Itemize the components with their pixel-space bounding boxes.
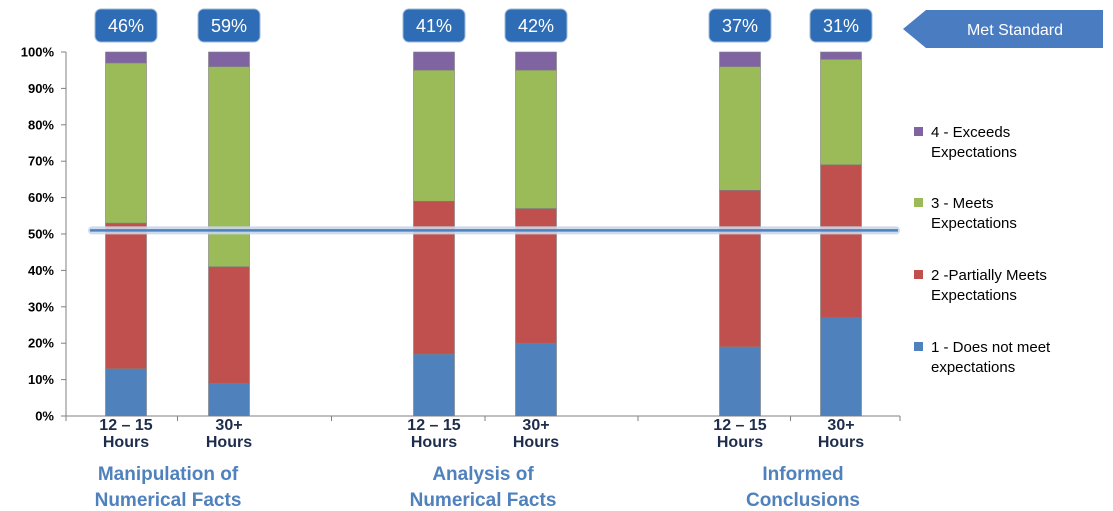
met-standard-value: 42% xyxy=(518,16,554,36)
group-label: Manipulation of xyxy=(98,464,239,485)
bar-segment-1 xyxy=(515,342,557,417)
legend-label: 1 - Does not meet xyxy=(931,339,1051,356)
x-tick-label: 12 – 15 xyxy=(713,417,766,434)
x-tick-label: 12 – 15 xyxy=(99,417,152,434)
x-tick-label: 12 – 15 xyxy=(407,417,460,434)
met-standard-badge xyxy=(809,8,873,43)
y-tick-label: 70% xyxy=(28,154,54,169)
bar-segment-1 xyxy=(105,368,147,417)
legend-label: expectations xyxy=(931,359,1015,376)
group-label: Numerical Facts xyxy=(410,490,557,511)
met-standard-badges: 46% 59% 41% 42% 37% 31% xyxy=(94,8,873,43)
bar-segment-4 xyxy=(413,51,455,71)
bar-segment-1 xyxy=(208,382,250,417)
x-tick-label: Hours xyxy=(206,434,252,451)
met-standard-value: 59% xyxy=(211,16,247,36)
met-standard-badge xyxy=(402,8,466,43)
legend-swatch xyxy=(914,342,923,351)
bar-segment-2 xyxy=(208,266,250,384)
met-standard-value: 31% xyxy=(823,16,859,36)
bar-segment-3 xyxy=(208,66,250,268)
bar-segment-4 xyxy=(105,51,147,64)
y-tick-label: 80% xyxy=(28,117,54,132)
y-tick-label: 10% xyxy=(28,372,54,387)
x-tick-label: Hours xyxy=(103,434,149,451)
bar-segment-2 xyxy=(413,200,455,355)
legend-label: 4 - Exceeds xyxy=(931,124,1010,141)
met-standard-arrow: Met Standard xyxy=(903,10,1103,48)
x-tick-label: Hours xyxy=(717,434,763,451)
legend-swatch xyxy=(914,270,923,279)
axes: 0% 10% 20% 30% 40% 50% 60% 70% 80% 90% 100% xyxy=(21,45,901,424)
legend: 4 - Exceeds Expectations 3 - Meets Expectat… xyxy=(914,124,1051,376)
legend-label: 2 -Partially Meets xyxy=(931,267,1047,284)
y-tick-label: 90% xyxy=(28,81,54,96)
bar-segment-1 xyxy=(719,346,761,417)
met-standard-badge xyxy=(94,8,158,43)
bar-segment-4 xyxy=(820,51,862,60)
legend-label: 3 - Meets xyxy=(931,195,994,212)
x-tick-label: 30+ xyxy=(215,417,242,434)
y-tick-label: 0% xyxy=(35,409,54,424)
bar-segment-4 xyxy=(515,51,557,71)
y-tick-label: 100% xyxy=(21,45,55,60)
bar-segment-3 xyxy=(413,69,455,202)
legend-swatch xyxy=(914,127,923,136)
legend-label: Expectations xyxy=(931,215,1017,232)
legend-label: Expectations xyxy=(931,144,1017,161)
group-labels: Manipulation of Numerical Facts Analysis o… xyxy=(95,464,860,511)
met-standard-value: 46% xyxy=(108,16,144,36)
group-label: Conclusions xyxy=(746,490,860,511)
bar-segment-1 xyxy=(413,353,455,417)
bar-segment-1 xyxy=(820,317,862,417)
met-standard-badge xyxy=(708,8,772,43)
bar-segment-4 xyxy=(719,51,761,67)
bar-segment-2 xyxy=(105,222,147,369)
group-label: Numerical Facts xyxy=(95,490,242,511)
met-standard-badge xyxy=(504,8,568,43)
x-tick-label: Hours xyxy=(411,434,457,451)
x-tick-label: 30+ xyxy=(522,417,549,434)
group-label: Informed xyxy=(762,464,843,485)
bar-segment-2 xyxy=(820,164,862,319)
bar-segment-3 xyxy=(105,62,147,224)
group-label: Analysis of xyxy=(432,464,534,485)
y-tick-label: 50% xyxy=(28,227,54,242)
y-tick-label: 60% xyxy=(28,190,54,205)
bar-segment-3 xyxy=(719,66,761,191)
x-tick-label: Hours xyxy=(513,434,559,451)
bar-segment-2 xyxy=(719,190,761,348)
arrow-shape xyxy=(903,10,1103,48)
bar-segment-3 xyxy=(515,69,557,209)
x-tick-label: 30+ xyxy=(827,417,854,434)
legend-swatch xyxy=(914,198,923,207)
y-tick-label: 40% xyxy=(28,263,54,278)
bars xyxy=(105,51,862,417)
reference-line xyxy=(88,226,900,235)
met-standard-label: Met Standard xyxy=(967,22,1063,39)
x-tick-label: Hours xyxy=(818,434,864,451)
bar-segment-3 xyxy=(820,58,862,166)
y-tick-label: 20% xyxy=(28,336,54,351)
y-tick-label: 30% xyxy=(28,299,54,314)
met-standard-value: 41% xyxy=(416,16,452,36)
met-standard-badge xyxy=(197,8,261,43)
legend-label: Expectations xyxy=(931,287,1017,304)
bar-segment-4 xyxy=(208,51,250,67)
met-standard-value: 37% xyxy=(722,16,758,36)
